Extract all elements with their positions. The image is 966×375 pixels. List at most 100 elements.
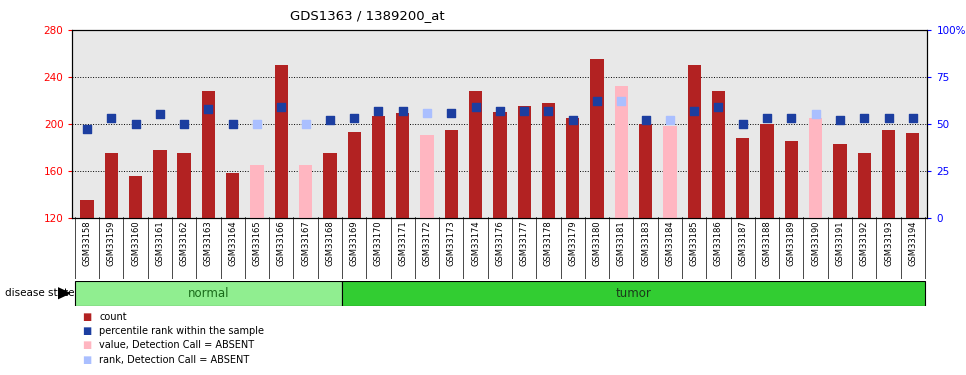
Point — [881, 115, 896, 121]
Bar — [664, 126, 676, 218]
Bar — [154, 150, 166, 217]
Text: GSM33189: GSM33189 — [787, 220, 796, 266]
Point — [565, 117, 581, 123]
Text: GSM33194: GSM33194 — [908, 220, 918, 266]
Point — [541, 108, 556, 114]
Text: GSM33169: GSM33169 — [350, 220, 358, 266]
Bar — [274, 65, 288, 218]
Bar — [784, 141, 798, 218]
Text: value, Detection Call = ABSENT: value, Detection Call = ABSENT — [99, 340, 255, 350]
Text: GSM33166: GSM33166 — [277, 220, 286, 266]
Bar — [542, 103, 555, 218]
Bar — [372, 116, 385, 218]
Text: ■: ■ — [82, 355, 92, 364]
Bar — [858, 153, 871, 218]
Point — [493, 108, 508, 114]
Bar — [250, 165, 264, 218]
Text: ■: ■ — [82, 340, 92, 350]
Text: GSM33190: GSM33190 — [811, 220, 820, 266]
Text: GSM33173: GSM33173 — [447, 220, 456, 266]
Text: GSM33180: GSM33180 — [592, 220, 602, 266]
Text: GSM33172: GSM33172 — [422, 220, 432, 266]
Bar — [518, 106, 531, 218]
Text: GSM33160: GSM33160 — [131, 220, 140, 266]
Text: GSM33178: GSM33178 — [544, 220, 553, 266]
Bar — [712, 91, 725, 218]
Point — [249, 121, 265, 127]
Text: GSM33183: GSM33183 — [641, 220, 650, 266]
Bar — [566, 118, 580, 218]
Point — [735, 121, 751, 127]
Point — [273, 104, 289, 110]
Bar — [420, 135, 434, 218]
Text: GSM33179: GSM33179 — [568, 220, 578, 266]
Text: GSM33158: GSM33158 — [82, 220, 92, 266]
Bar — [760, 124, 774, 218]
Point — [298, 121, 313, 127]
Text: ■: ■ — [82, 312, 92, 322]
Bar — [324, 153, 336, 218]
Text: GSM33162: GSM33162 — [180, 220, 188, 266]
Point — [371, 108, 386, 114]
Point — [443, 110, 459, 116]
Bar — [834, 144, 846, 218]
Point — [687, 108, 702, 114]
Point — [711, 104, 726, 110]
Bar — [736, 138, 750, 218]
Text: count: count — [99, 312, 128, 322]
Text: GSM33167: GSM33167 — [301, 220, 310, 266]
Text: GSM33181: GSM33181 — [617, 220, 626, 266]
Text: GSM33168: GSM33168 — [326, 220, 334, 266]
Bar — [906, 133, 920, 218]
Text: GSM33174: GSM33174 — [471, 220, 480, 266]
Point — [468, 104, 483, 110]
Bar — [104, 153, 118, 218]
Point — [808, 111, 823, 117]
Text: GSM33159: GSM33159 — [107, 220, 116, 266]
Text: GSM33176: GSM33176 — [496, 220, 504, 266]
Point — [323, 117, 338, 123]
Bar — [639, 124, 652, 218]
Point — [128, 121, 143, 127]
Text: GSM33171: GSM33171 — [398, 220, 408, 266]
Text: GSM33185: GSM33185 — [690, 220, 698, 266]
Bar — [348, 132, 361, 218]
Point — [177, 121, 192, 127]
Text: GSM33161: GSM33161 — [156, 220, 164, 266]
Point — [589, 98, 605, 104]
Point — [905, 115, 921, 121]
Text: GSM33187: GSM33187 — [738, 220, 748, 266]
Bar — [469, 91, 482, 218]
Text: ■: ■ — [82, 326, 92, 336]
Bar — [226, 173, 240, 217]
Point — [517, 108, 532, 114]
Text: normal: normal — [187, 287, 229, 300]
Bar — [75, 281, 342, 306]
Text: percentile rank within the sample: percentile rank within the sample — [99, 326, 265, 336]
Bar — [80, 200, 94, 217]
Text: GSM33170: GSM33170 — [374, 220, 383, 266]
Text: GSM33163: GSM33163 — [204, 220, 213, 266]
Bar — [688, 65, 701, 218]
Text: GSM33191: GSM33191 — [836, 220, 844, 266]
Text: GSM33192: GSM33192 — [860, 220, 868, 266]
Point — [832, 117, 847, 123]
Bar — [342, 281, 924, 306]
Point — [103, 115, 119, 121]
Bar — [614, 86, 628, 218]
Bar — [178, 153, 191, 218]
Bar — [128, 177, 142, 218]
Bar — [494, 112, 506, 218]
Text: GSM33164: GSM33164 — [228, 220, 238, 266]
Point — [419, 110, 435, 116]
Bar — [202, 91, 215, 218]
Text: disease state: disease state — [5, 288, 74, 298]
Polygon shape — [58, 288, 70, 298]
Bar — [298, 165, 312, 218]
Point — [857, 115, 872, 121]
Text: GSM33193: GSM33193 — [884, 220, 893, 266]
Point — [662, 117, 677, 123]
Text: GSM33165: GSM33165 — [252, 220, 262, 266]
Text: GSM33188: GSM33188 — [762, 220, 772, 266]
Point — [153, 111, 168, 117]
